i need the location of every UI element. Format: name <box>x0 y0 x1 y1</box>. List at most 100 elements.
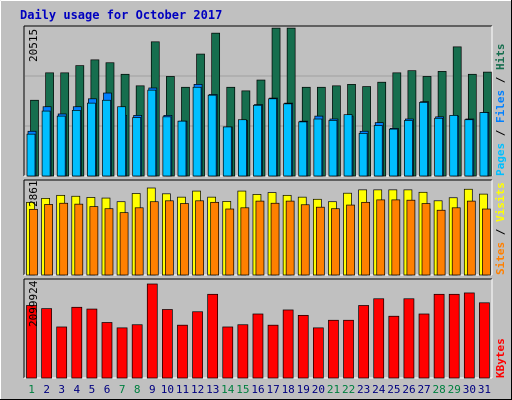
pages-bar <box>268 98 277 177</box>
sites-bar <box>104 208 114 276</box>
day-label: 29 <box>448 383 461 396</box>
pages-bar <box>207 94 217 177</box>
day-label: 26 <box>402 383 415 396</box>
day-label: 31 <box>478 383 491 396</box>
kbytes-bar <box>146 283 158 379</box>
day-label: 30 <box>463 383 476 396</box>
pages-bar <box>464 119 474 177</box>
kbytes-bar <box>297 314 309 379</box>
kbytes-bar <box>26 305 37 379</box>
visits-sites-legend: Sites / Visits <box>494 182 507 275</box>
legend-separator: / <box>494 70 507 90</box>
day-label: 24 <box>372 383 386 396</box>
day-label: 3 <box>58 383 65 396</box>
sites-bar <box>240 207 250 276</box>
kbytes-bar <box>479 302 490 379</box>
sites-bar <box>300 204 310 276</box>
sites-bar <box>421 203 431 276</box>
pages-bar <box>117 106 126 177</box>
pages-bar <box>253 104 262 177</box>
sites-bar <box>255 200 265 276</box>
pages-bar <box>238 119 247 177</box>
sites-bar <box>376 199 386 276</box>
kbytes-bar <box>237 324 249 379</box>
pages-bar <box>343 114 353 177</box>
sites-bar <box>59 202 69 276</box>
sites-bar <box>391 199 401 276</box>
kbytes-bar <box>463 292 475 379</box>
sites-bar <box>451 207 461 276</box>
kbytes-bar <box>86 308 98 379</box>
pages-bar <box>283 103 292 177</box>
sites-bar <box>466 200 476 276</box>
legend-sites: Sites <box>494 242 507 275</box>
sites-bar <box>44 204 53 276</box>
pages-bar <box>192 86 202 177</box>
day-label: 21 <box>327 383 340 396</box>
chart-title: Daily usage for October 2017 <box>20 8 222 22</box>
kbytes-bar <box>312 327 324 379</box>
day-label: 6 <box>104 383 111 396</box>
kbytes-bar <box>328 319 339 379</box>
sites-bar <box>134 207 144 276</box>
pages-bar <box>298 121 308 177</box>
day-label: 20 <box>312 383 325 396</box>
sites-bar <box>195 200 204 276</box>
kbytes-bar <box>448 293 460 379</box>
day-label: 15 <box>236 383 249 396</box>
sites-bar <box>346 204 355 276</box>
day-label: 11 <box>176 383 189 396</box>
kbytes-bar <box>403 298 415 379</box>
pages-bar <box>404 120 413 177</box>
kbytes-panel <box>23 278 493 379</box>
kbytes-bar <box>282 309 294 379</box>
kbytes-bar <box>131 324 143 379</box>
pages-bar <box>419 102 428 177</box>
pages-bar <box>388 128 398 177</box>
hits-files-pages-panel <box>23 25 493 177</box>
day-label: 10 <box>161 383 174 396</box>
sites-bar <box>89 206 99 276</box>
pages-bar <box>56 115 66 177</box>
legend-separator: / <box>494 222 507 242</box>
kbytes-bar <box>358 305 369 379</box>
pages-bar <box>71 110 81 177</box>
legend-pages: Pages <box>494 143 507 176</box>
sites-bar <box>74 203 84 276</box>
kbytes-bar <box>267 324 279 379</box>
pages-bar <box>102 99 111 177</box>
day-axis-labels: 1 2 3 4 5 6 7 8 9 10 11 12 13 14 15 16 17 18 19 20 21 22 23 24 2… <box>28 383 491 396</box>
legend-visits: Visits <box>494 182 507 222</box>
day-label: 2 <box>43 383 50 396</box>
pages-bar <box>147 89 157 177</box>
kbytes-bar <box>116 327 128 379</box>
sites-bar <box>331 208 340 276</box>
sites-bar <box>225 208 235 276</box>
pages-bar <box>26 133 36 177</box>
day-label: 28 <box>433 383 446 396</box>
sites-bar <box>149 201 159 276</box>
day-label: 17 <box>266 383 279 396</box>
pages-bar <box>358 133 368 177</box>
pages-bar <box>87 102 96 177</box>
kbytes-bar <box>41 308 52 379</box>
day-label: 7 <box>119 383 126 396</box>
sites-bar <box>482 208 491 276</box>
sites-bar <box>165 200 174 276</box>
pages-bar <box>162 116 172 177</box>
pages-bar <box>449 115 459 177</box>
day-label: 16 <box>251 383 264 396</box>
kbytes-bar <box>252 313 264 379</box>
pages-bar <box>132 117 142 177</box>
day-label: 5 <box>89 383 96 396</box>
kbytes-bar <box>177 324 188 379</box>
pages-bar <box>328 120 338 177</box>
sites-bar <box>315 206 325 276</box>
pages-bar <box>222 126 232 177</box>
legend-files: Files <box>494 90 507 123</box>
kbytes-bar <box>207 293 219 379</box>
day-label: 19 <box>297 383 310 396</box>
day-label: 22 <box>342 383 355 396</box>
sites-bar <box>29 208 38 276</box>
day-label: 18 <box>282 383 295 396</box>
